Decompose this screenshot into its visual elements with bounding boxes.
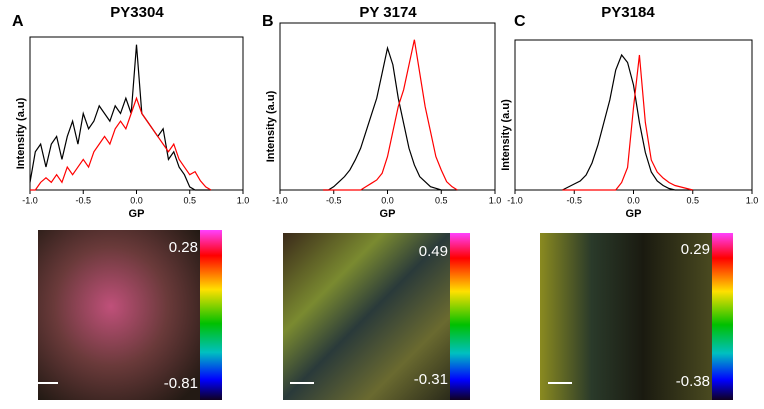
x-tick-label: -0.5 [75, 195, 91, 205]
histogram-line [323, 45, 458, 191]
panel-title: PY3184 [601, 4, 655, 21]
panel-title: PY 3174 [359, 4, 417, 21]
x-tick-label: 1.0 [237, 195, 250, 205]
x-tick-label: 0.0 [381, 195, 394, 205]
x-tick-label: -1.0 [507, 195, 523, 205]
x-tick-label: 0.5 [686, 195, 699, 205]
histogram-line [562, 53, 693, 191]
x-axis-label: GP [380, 208, 396, 220]
histogram-line [29, 44, 212, 191]
x-tick-label: -0.5 [326, 195, 342, 205]
colorbar-max: 0.28 [169, 239, 198, 256]
colorbar-min: -0.38 [676, 373, 710, 390]
colorbar-max: 0.29 [681, 241, 710, 258]
x-tick-label: -1.0 [272, 195, 288, 205]
colorbar-min: -0.81 [164, 375, 198, 392]
image-c [540, 233, 733, 400]
histogram-line [562, 54, 693, 191]
x-tick-label: 0.0 [627, 195, 640, 205]
histogram-line [30, 96, 212, 191]
histogram-line [323, 39, 458, 191]
x-axis-label: GP [129, 208, 145, 220]
image-b [283, 233, 470, 400]
x-tick-label: -1.0 [22, 195, 38, 205]
panel-label: B [262, 13, 274, 30]
x-tick-label: 0.0 [130, 195, 143, 205]
y-axis-label: Intensity (a.u) [500, 99, 512, 171]
plot-frame [514, 39, 753, 191]
x-tick-label: 1.0 [489, 195, 502, 205]
x-axis-label: GP [626, 208, 642, 220]
x-tick-label: 0.5 [183, 195, 196, 205]
colorbar-max: 0.49 [419, 243, 448, 260]
x-tick-label: -0.5 [566, 195, 582, 205]
x-tick-label: 0.5 [435, 195, 448, 205]
y-axis-label: Intensity (a.u) [265, 90, 277, 162]
image-a [34, 230, 222, 400]
panel-label: A [12, 13, 24, 30]
x-tick-label: 1.0 [746, 195, 759, 205]
panel-title: PY3304 [110, 4, 164, 21]
panel-label: C [514, 13, 526, 30]
colorbar-min: -0.31 [414, 371, 448, 388]
plot-frame [29, 36, 244, 191]
y-axis-label: Intensity (a.u) [15, 97, 27, 169]
